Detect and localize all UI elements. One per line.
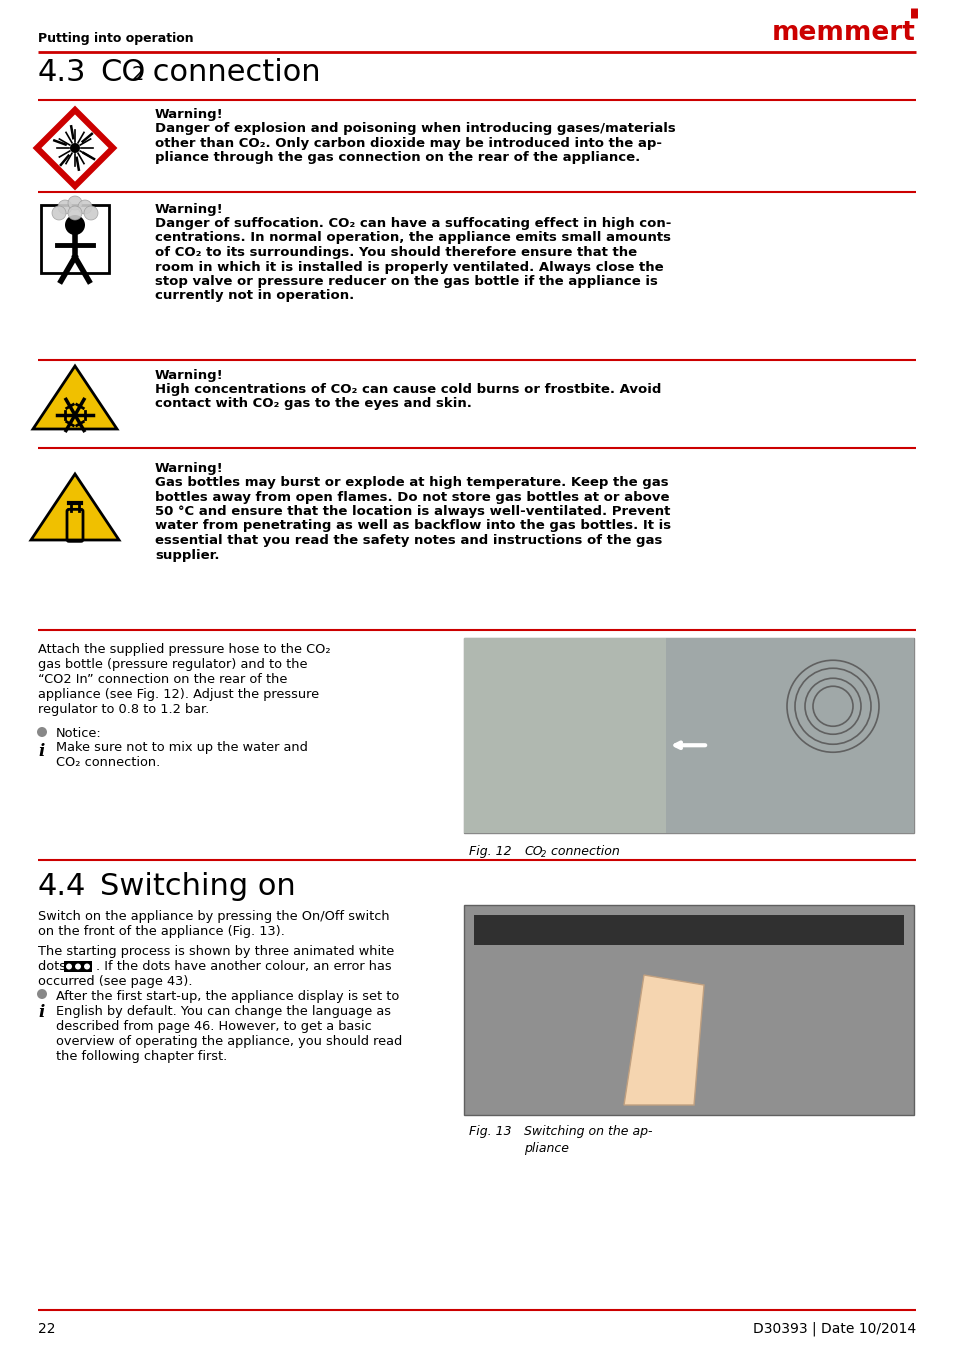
- Text: currently not in operation.: currently not in operation.: [154, 290, 354, 302]
- Circle shape: [68, 206, 82, 219]
- Text: Switching on: Switching on: [100, 872, 295, 900]
- Text: CO: CO: [100, 58, 145, 87]
- Text: 50 °C and ensure that the location is always well-ventilated. Prevent: 50 °C and ensure that the location is al…: [154, 505, 670, 519]
- Text: occurred (see page 43).: occurred (see page 43).: [38, 975, 193, 988]
- Text: described from page 46. However, to get a basic: described from page 46. However, to get …: [56, 1020, 372, 1033]
- Text: gas bottle (pressure regulator) and to the: gas bottle (pressure regulator) and to t…: [38, 658, 307, 672]
- Text: 22: 22: [38, 1322, 55, 1336]
- Polygon shape: [33, 366, 117, 429]
- Circle shape: [68, 196, 82, 210]
- Text: connection: connection: [546, 845, 619, 858]
- Text: Danger of explosion and poisoning when introducing gases/materials: Danger of explosion and poisoning when i…: [154, 122, 675, 135]
- Circle shape: [66, 964, 71, 969]
- Text: CO: CO: [523, 845, 542, 858]
- Text: After the first start-up, the appliance display is set to: After the first start-up, the appliance …: [56, 990, 399, 1003]
- FancyBboxPatch shape: [64, 961, 91, 972]
- Circle shape: [75, 964, 81, 969]
- Text: stop valve or pressure reducer on the gas bottle if the appliance is: stop valve or pressure reducer on the ga…: [154, 275, 658, 288]
- Text: of CO₂ to its surroundings. You should therefore ensure that the: of CO₂ to its surroundings. You should t…: [154, 246, 637, 259]
- Text: i: i: [39, 1005, 45, 1021]
- Text: Warning!: Warning!: [154, 462, 224, 475]
- Circle shape: [58, 200, 71, 214]
- Text: pliance through the gas connection on the rear of the appliance.: pliance through the gas connection on th…: [154, 152, 639, 164]
- Text: appliance (see Fig. 12). Adjust the pressure: appliance (see Fig. 12). Adjust the pres…: [38, 688, 319, 701]
- Text: 2: 2: [540, 850, 546, 858]
- Text: Gas bottles may burst or explode at high temperature. Keep the gas: Gas bottles may burst or explode at high…: [154, 477, 668, 489]
- Text: . If the dots have another colour, an error has: . If the dots have another colour, an er…: [96, 960, 392, 974]
- FancyBboxPatch shape: [463, 638, 913, 833]
- Circle shape: [37, 988, 47, 999]
- Text: High concentrations of CO₂ can cause cold burns or frostbite. Avoid: High concentrations of CO₂ can cause col…: [154, 383, 660, 395]
- Text: Warning!: Warning!: [154, 203, 224, 217]
- FancyBboxPatch shape: [41, 204, 109, 274]
- Text: 4.3: 4.3: [38, 58, 87, 87]
- Text: centrations. In normal operation, the appliance emits small amounts: centrations. In normal operation, the ap…: [154, 232, 670, 245]
- Text: memmert: memmert: [771, 20, 915, 46]
- Text: overview of operating the appliance, you should read: overview of operating the appliance, you…: [56, 1034, 402, 1048]
- Text: Make sure not to mix up the water and: Make sure not to mix up the water and: [56, 741, 308, 754]
- Text: Warning!: Warning!: [154, 370, 224, 382]
- Text: supplier.: supplier.: [154, 548, 219, 562]
- Text: Putting into operation: Putting into operation: [38, 32, 193, 45]
- Polygon shape: [37, 110, 112, 185]
- FancyBboxPatch shape: [474, 915, 903, 945]
- Polygon shape: [30, 474, 119, 540]
- FancyBboxPatch shape: [463, 904, 913, 1114]
- Circle shape: [70, 144, 80, 153]
- Text: bottles away from open flames. Do not store gas bottles at or above: bottles away from open flames. Do not st…: [154, 490, 669, 504]
- Text: Notice:: Notice:: [56, 727, 102, 741]
- Circle shape: [52, 206, 66, 219]
- Text: Attach the supplied pressure hose to the CO₂: Attach the supplied pressure hose to the…: [38, 643, 331, 655]
- Text: water from penetrating as well as backflow into the gas bottles. It is: water from penetrating as well as backfl…: [154, 520, 670, 532]
- Text: contact with CO₂ gas to the eyes and skin.: contact with CO₂ gas to the eyes and ski…: [154, 398, 472, 410]
- Text: essential that you read the safety notes and instructions of the gas: essential that you read the safety notes…: [154, 533, 661, 547]
- FancyBboxPatch shape: [666, 638, 913, 833]
- Text: The starting process is shown by three animated white: The starting process is shown by three a…: [38, 945, 394, 959]
- Text: regulator to 0.8 to 1.2 bar.: regulator to 0.8 to 1.2 bar.: [38, 703, 209, 716]
- Text: connection: connection: [143, 58, 320, 87]
- Text: i: i: [39, 743, 45, 760]
- Circle shape: [84, 206, 98, 219]
- Circle shape: [78, 200, 91, 214]
- Text: other than CO₂. Only carbon dioxide may be introduced into the ap-: other than CO₂. Only carbon dioxide may …: [154, 137, 661, 149]
- Text: dots: dots: [38, 960, 71, 974]
- Text: Fig. 12: Fig. 12: [469, 845, 511, 858]
- FancyBboxPatch shape: [463, 638, 666, 833]
- Text: room in which it is installed is properly ventilated. Always close the: room in which it is installed is properl…: [154, 260, 663, 274]
- Circle shape: [37, 727, 47, 737]
- Text: Danger of suffocation. CO₂ can have a suffocating effect in high con-: Danger of suffocation. CO₂ can have a su…: [154, 217, 671, 230]
- Text: D30393 | Date 10/2014: D30393 | Date 10/2014: [752, 1322, 915, 1336]
- Text: Switching on the ap-
pliance: Switching on the ap- pliance: [523, 1125, 652, 1155]
- Text: “CO2 In” connection on the rear of the: “CO2 In” connection on the rear of the: [38, 673, 287, 686]
- Text: the following chapter first.: the following chapter first.: [56, 1049, 227, 1063]
- Text: Switch on the appliance by pressing the On/Off switch: Switch on the appliance by pressing the …: [38, 910, 389, 923]
- Text: Fig. 13: Fig. 13: [469, 1125, 511, 1137]
- Text: 4.4: 4.4: [38, 872, 87, 900]
- Text: English by default. You can change the language as: English by default. You can change the l…: [56, 1005, 391, 1018]
- Circle shape: [84, 964, 90, 969]
- Text: on the front of the appliance (Fig. 13).: on the front of the appliance (Fig. 13).: [38, 925, 285, 938]
- Text: 2: 2: [132, 65, 144, 84]
- Text: CO₂ connection.: CO₂ connection.: [56, 756, 160, 769]
- Circle shape: [65, 215, 85, 236]
- Text: Warning!: Warning!: [154, 108, 224, 121]
- Polygon shape: [623, 975, 703, 1105]
